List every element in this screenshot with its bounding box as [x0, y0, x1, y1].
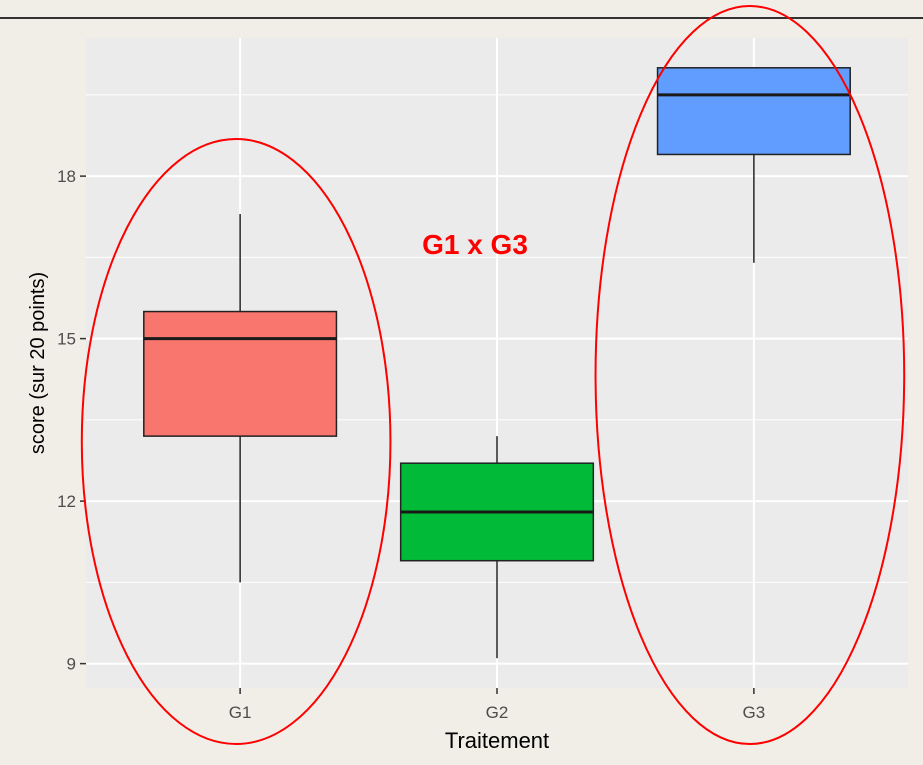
annotation-label: G1 x G3 [422, 229, 528, 260]
box-G3 [656, 67, 851, 263]
y-axis-title: score (sur 20 points) [27, 272, 49, 454]
x-axis: G1 G2 G3 [229, 688, 765, 722]
boxes-layer [143, 67, 851, 659]
x-tick-label: G2 [486, 703, 509, 722]
highlight-ellipse-G1 [80, 138, 392, 745]
x-tick-label: G3 [743, 703, 766, 722]
box-G2 [399, 436, 595, 659]
y-tick-label: 18 [57, 167, 76, 186]
box-body [656, 67, 851, 156]
highlight-ellipses [80, 5, 906, 745]
box-body [143, 310, 338, 437]
y-tick-label: 9 [67, 655, 76, 674]
box-G1 [143, 214, 338, 583]
highlight-ellipse-G3 [594, 5, 906, 745]
y-tick-label: 15 [57, 330, 76, 349]
x-tick-label: G1 [229, 703, 252, 722]
y-axis: 9 12 15 18 [57, 167, 86, 674]
y-tick-label: 12 [57, 492, 76, 511]
x-axis-title: Traitement [445, 728, 549, 753]
